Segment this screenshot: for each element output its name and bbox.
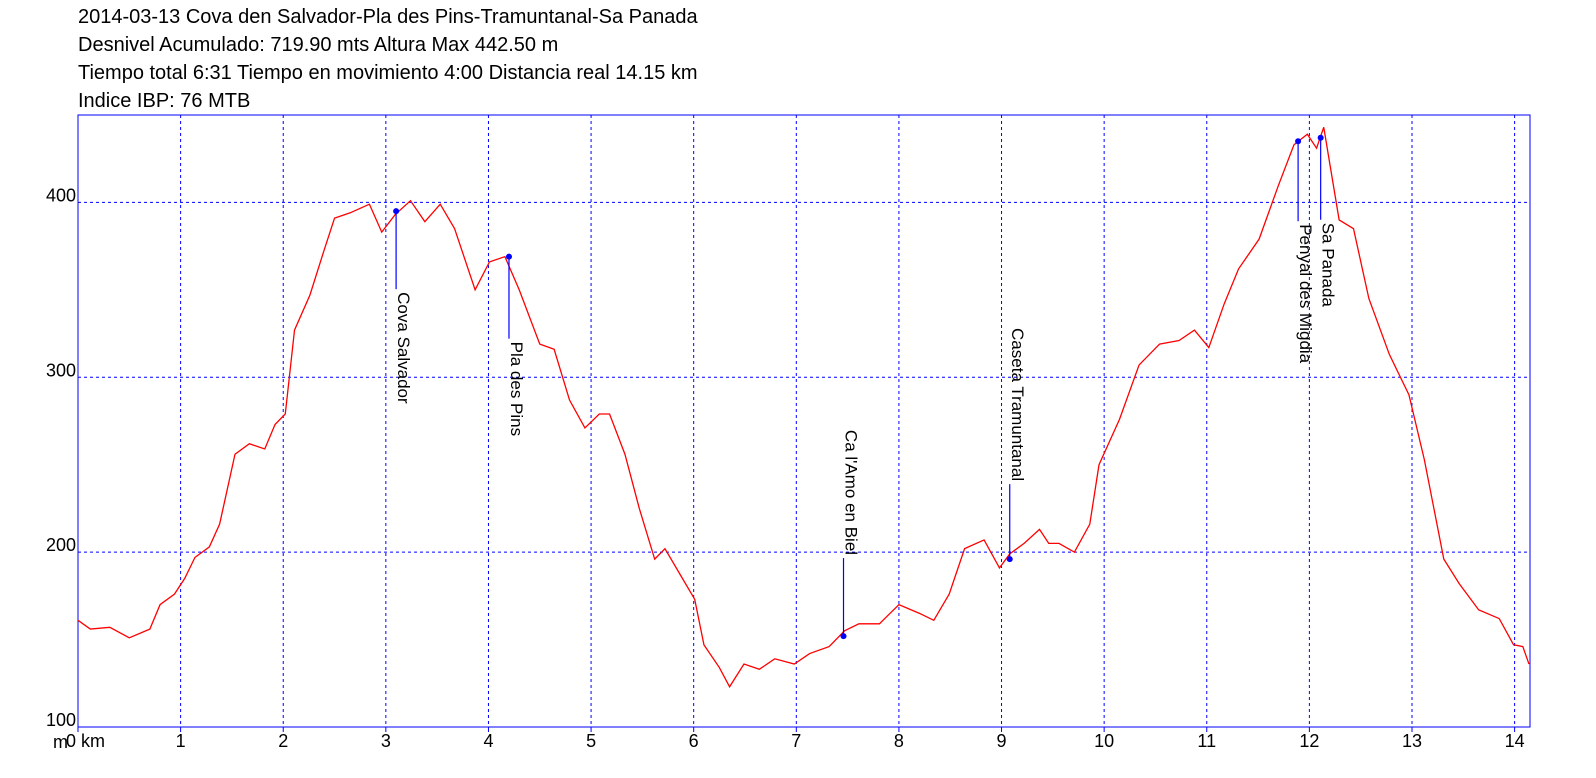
x-tick-label: 1 [176,731,186,751]
title-line: Indice IBP: 76 MTB [78,90,250,112]
waypoint-marker [1317,134,1324,141]
x-tick-label: 4 [483,731,493,751]
y-unit: m [53,732,68,752]
title-line: Desnivel Acumulado: 719.90 mts Altura Ma… [78,34,558,56]
waypoint-marker [840,633,847,640]
y-tick-label: 100 [46,710,76,730]
y-tick-label: 400 [46,185,76,205]
y-tick-label: 300 [46,360,76,380]
waypoint-label: Cova Salvador [394,292,413,404]
x-tick-label: 13 [1402,731,1422,751]
x-tick-label: 0 km [66,731,105,751]
x-tick-label: 8 [894,731,904,751]
x-tick-label: 12 [1299,731,1319,751]
x-tick-label: 3 [381,731,391,751]
waypoint-marker [505,253,512,260]
y-tick-label: 200 [46,535,76,555]
title-line: Tiempo total 6:31 Tiempo en movimiento 4… [78,62,698,84]
waypoint-label: Sa Panada [1319,223,1338,308]
x-tick-label: 10 [1094,731,1114,751]
x-tick-label: 11 [1197,731,1216,751]
waypoint-label: Pla des Pins [507,342,526,436]
x-tick-label: 9 [997,731,1007,751]
x-tick-label: 7 [791,731,801,751]
x-tick-label: 6 [689,731,699,751]
waypoint-marker [1295,138,1302,145]
waypoint-marker [393,208,400,215]
elevation-line [77,127,1530,689]
waypoint-label: Caseta Tramuntanal [1008,328,1027,481]
waypoint-label: Penyal des Migdia [1296,224,1315,363]
plot-frame [77,114,1531,728]
title-line: 2014-03-13 Cova den Salvador-Pla des Pin… [78,6,699,28]
waypoint-marker [1006,556,1013,563]
x-tick-label: 14 [1505,731,1525,751]
x-tick-label: 5 [586,731,596,751]
waypoint-label: Ca l'Amo en Biel [842,430,861,555]
x-tick-label: 2 [278,731,288,751]
